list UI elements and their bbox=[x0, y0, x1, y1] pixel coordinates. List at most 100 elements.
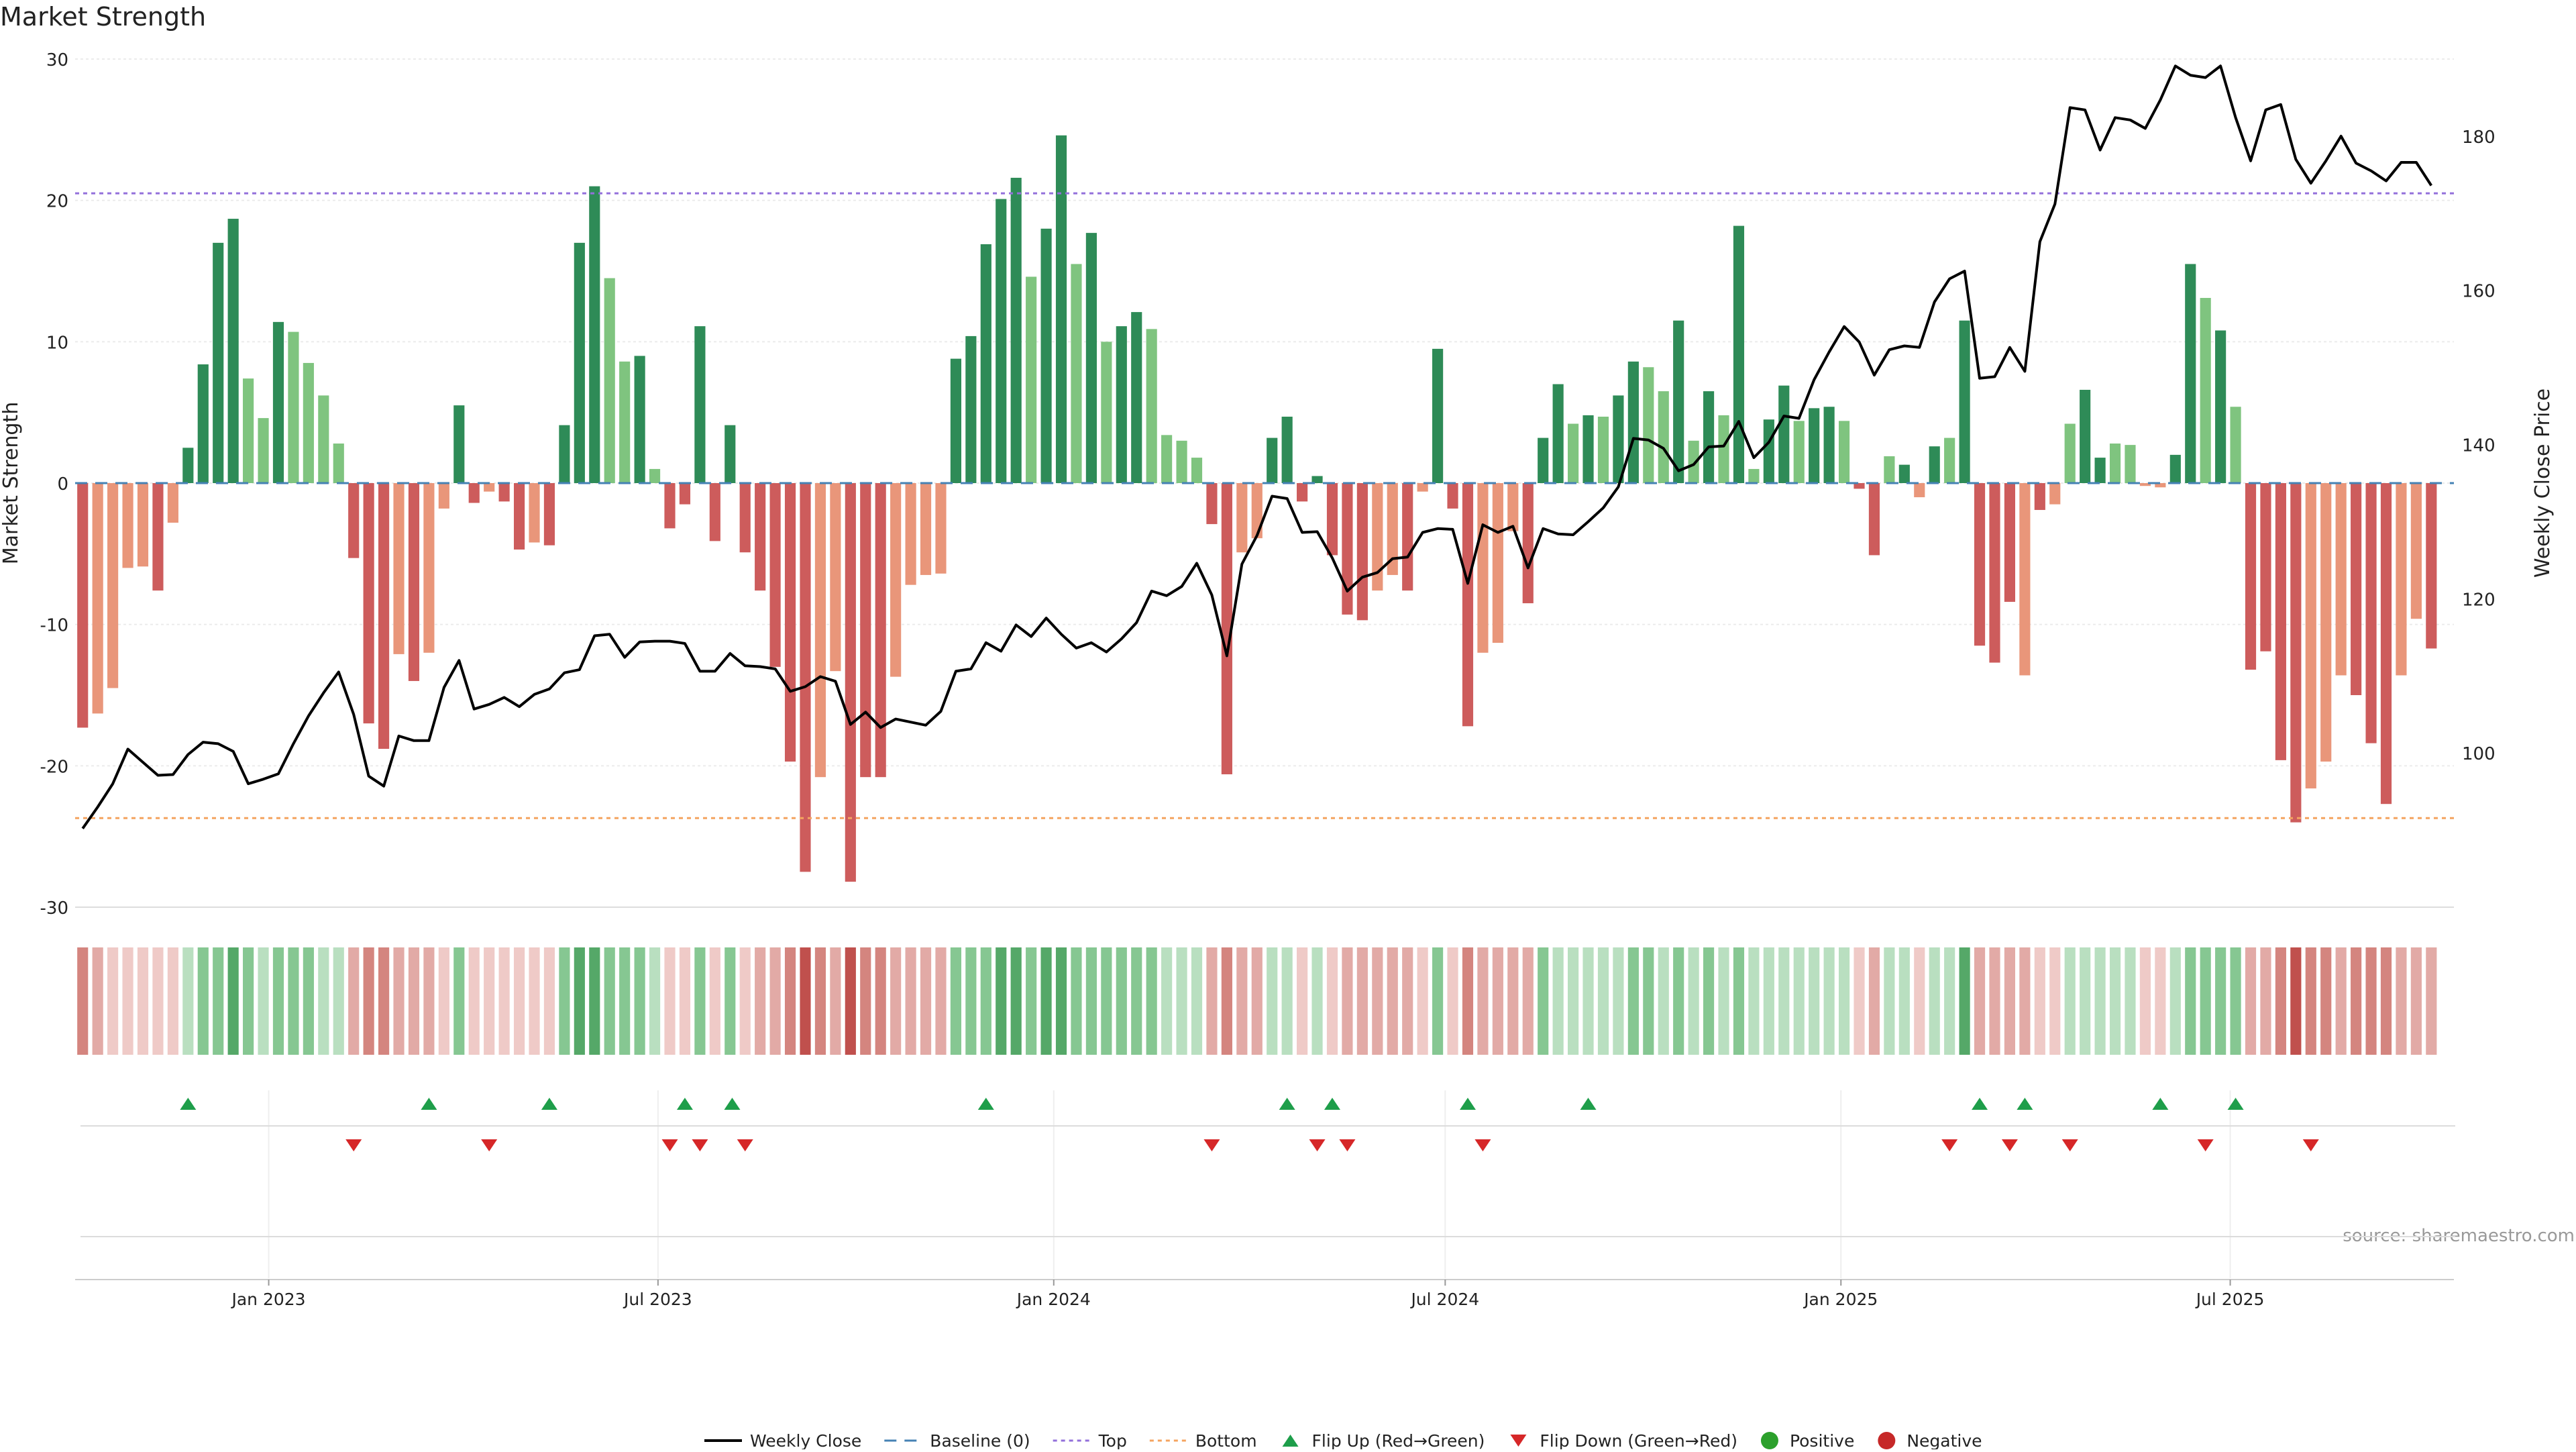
strength-bar bbox=[709, 483, 720, 541]
strip-cell bbox=[2185, 947, 2196, 1055]
strip-cell bbox=[1206, 947, 1218, 1055]
strip-cell bbox=[1176, 947, 1187, 1055]
strip-cell bbox=[724, 947, 736, 1055]
strip-cell bbox=[860, 947, 871, 1055]
strength-bar bbox=[649, 468, 661, 483]
legend-item-flip-up: Flip Up (Red→Green) bbox=[1282, 1431, 1485, 1451]
strip-cell bbox=[2064, 947, 2076, 1055]
strength-bar bbox=[920, 483, 932, 575]
strip-cell bbox=[1477, 947, 1489, 1055]
strip-cell bbox=[1356, 947, 1368, 1055]
flip-up-marker bbox=[421, 1098, 437, 1110]
flip-down-marker bbox=[737, 1139, 753, 1151]
strength-bar bbox=[1010, 177, 1022, 483]
strip-cell bbox=[1311, 947, 1323, 1055]
strip-cell bbox=[814, 947, 826, 1055]
strip-cell bbox=[1838, 947, 1850, 1055]
strip-cell bbox=[1809, 947, 1820, 1055]
strip-cell bbox=[875, 947, 886, 1055]
strip-cell bbox=[1538, 947, 1549, 1055]
strength-bar bbox=[1191, 458, 1203, 483]
strength-bar bbox=[1146, 329, 1157, 483]
strength-bar bbox=[1974, 483, 1986, 646]
strength-bar bbox=[1688, 440, 1699, 483]
strength-bar bbox=[1236, 483, 1248, 553]
strength-bar bbox=[2215, 330, 2226, 483]
strength-bar bbox=[1568, 423, 1579, 483]
strip-cell bbox=[634, 947, 645, 1055]
strip-cell bbox=[1868, 947, 1880, 1055]
legend-item-top: Top bbox=[1053, 1431, 1127, 1451]
strip-cell bbox=[243, 947, 254, 1055]
strength-bar bbox=[574, 242, 585, 483]
strip-cell bbox=[2139, 947, 2151, 1055]
flip-up-marker bbox=[2017, 1098, 2033, 1110]
strip-cell bbox=[1342, 947, 1353, 1055]
strip-cell bbox=[1071, 947, 1082, 1055]
x-tick-label: Jan 2025 bbox=[1803, 1290, 1878, 1309]
flip-down-marker bbox=[1339, 1139, 1356, 1151]
strength-bar bbox=[2034, 483, 2045, 511]
gridlines bbox=[75, 58, 2454, 1278]
positive-legend-icon bbox=[1760, 1432, 1778, 1449]
strip-cell bbox=[2109, 947, 2121, 1055]
strength-bar bbox=[1929, 446, 1940, 483]
strip-cell bbox=[438, 947, 449, 1055]
strength-bar bbox=[2365, 483, 2377, 743]
strip-cell bbox=[1854, 947, 1865, 1055]
strength-bar bbox=[1372, 483, 1383, 591]
strip-cell bbox=[1597, 947, 1609, 1055]
strip-cell bbox=[303, 947, 314, 1055]
strength-bar bbox=[664, 483, 676, 529]
strength-bar bbox=[2019, 483, 2031, 676]
strip-cell bbox=[484, 947, 495, 1055]
x-tick-label: Jan 2024 bbox=[1016, 1290, 1091, 1309]
strip-cell bbox=[1763, 947, 1774, 1055]
strip-cell bbox=[272, 947, 284, 1055]
strength-bar bbox=[1748, 468, 1760, 483]
strength-bar bbox=[2094, 458, 2106, 483]
strip-cell bbox=[1326, 947, 1338, 1055]
strength-bar bbox=[1582, 415, 1594, 483]
strength-bar bbox=[2410, 483, 2422, 619]
strip-cell bbox=[1402, 947, 1413, 1055]
strip-cell bbox=[2049, 947, 2061, 1055]
strength-bar bbox=[272, 321, 284, 483]
strength-bar bbox=[529, 483, 540, 543]
strip-cell bbox=[2169, 947, 2181, 1055]
strength-bar bbox=[1297, 483, 1308, 502]
strip-cell bbox=[1582, 947, 1594, 1055]
strip-cell bbox=[1221, 947, 1232, 1055]
strip-cell bbox=[513, 947, 525, 1055]
strength-bar bbox=[800, 483, 811, 872]
strength-bar bbox=[1643, 367, 1654, 483]
strength-bar bbox=[393, 483, 405, 654]
strip-cell bbox=[2230, 947, 2241, 1055]
strength-bar bbox=[950, 358, 961, 483]
strip-cell bbox=[1552, 947, 1564, 1055]
strength-bar bbox=[1552, 384, 1564, 483]
strip-cell bbox=[1718, 947, 1729, 1055]
strip-cell bbox=[2351, 947, 2362, 1055]
strip-cell bbox=[152, 947, 164, 1055]
strip-cell bbox=[1944, 947, 1955, 1055]
strength-bar bbox=[348, 483, 360, 558]
strength-bar bbox=[363, 483, 374, 724]
strength-bar bbox=[1627, 361, 1639, 483]
y-tick-label: 20 bbox=[46, 192, 68, 212]
strength-bar bbox=[1402, 483, 1413, 591]
strength-bar bbox=[1447, 483, 1458, 509]
strip-cell bbox=[77, 947, 89, 1055]
strip-cell bbox=[182, 947, 194, 1055]
strength-bar bbox=[2139, 483, 2151, 486]
strip-cell bbox=[2365, 947, 2377, 1055]
strip-cell bbox=[2019, 947, 2031, 1055]
strip-cell bbox=[1974, 947, 1986, 1055]
strip-cell bbox=[1146, 947, 1157, 1055]
y-tick-label: -30 bbox=[40, 898, 68, 919]
x-tick-label: Jul 2023 bbox=[623, 1290, 692, 1309]
strength-bar bbox=[1809, 408, 1820, 483]
strength-bar bbox=[122, 483, 133, 568]
strength-bar bbox=[1387, 483, 1398, 575]
strip-cell bbox=[950, 947, 961, 1055]
